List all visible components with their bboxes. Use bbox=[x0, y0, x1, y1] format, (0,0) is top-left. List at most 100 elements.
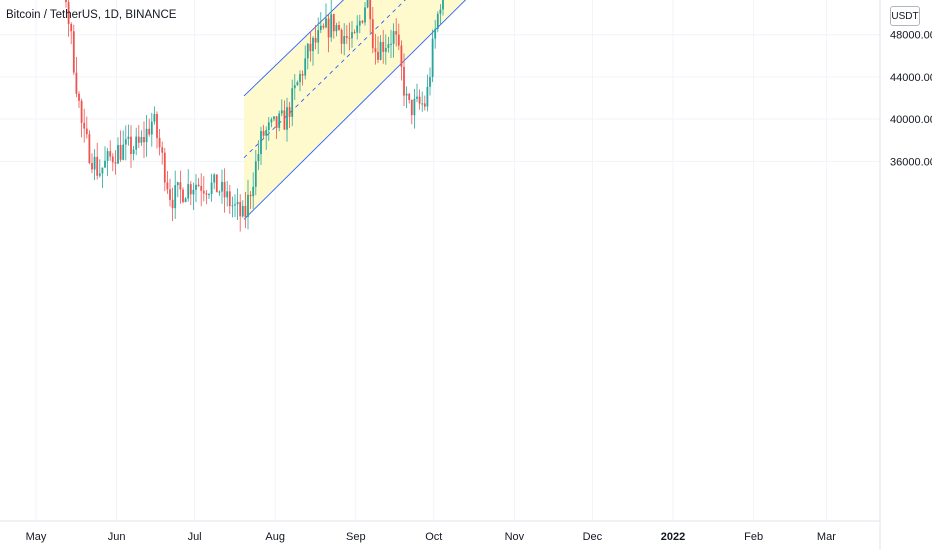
candle bbox=[345, 24, 348, 44]
candle bbox=[202, 176, 205, 202]
candle bbox=[387, 36, 390, 53]
candle bbox=[96, 142, 99, 180]
candle bbox=[72, 24, 75, 76]
candle bbox=[283, 100, 286, 130]
candle bbox=[278, 110, 281, 132]
candle bbox=[85, 116, 88, 139]
candle bbox=[413, 88, 416, 129]
candles bbox=[65, 0, 444, 232]
candle bbox=[429, 67, 431, 96]
channel-drawings bbox=[243, 0, 467, 220]
candle bbox=[205, 190, 208, 205]
x-tick-label: Jun bbox=[108, 531, 126, 543]
candle bbox=[228, 184, 231, 214]
candle bbox=[309, 31, 312, 62]
candle bbox=[265, 126, 268, 150]
candle bbox=[200, 173, 203, 207]
x-tick-label: Dec bbox=[583, 531, 603, 543]
candle bbox=[208, 192, 210, 200]
candle bbox=[343, 23, 346, 56]
currency-button[interactable]: USDT bbox=[890, 6, 920, 26]
candle bbox=[366, 0, 369, 9]
candle bbox=[332, 13, 335, 39]
grid bbox=[0, 0, 880, 521]
candle bbox=[122, 130, 125, 161]
candle bbox=[226, 180, 229, 207]
candle bbox=[335, 22, 338, 37]
price-axis[interactable]: 36000.0040000.0044000.0048000.0052000.00… bbox=[890, 0, 932, 169]
candle bbox=[135, 127, 138, 156]
candle bbox=[109, 140, 112, 161]
main-channel-upper-line bbox=[243, 0, 345, 97]
candle bbox=[442, 0, 444, 16]
candle bbox=[176, 181, 179, 198]
candle bbox=[270, 117, 273, 128]
candle bbox=[130, 125, 132, 168]
candle bbox=[416, 83, 418, 103]
candle bbox=[114, 150, 117, 175]
candle bbox=[98, 159, 101, 178]
candle bbox=[392, 23, 395, 58]
candle bbox=[379, 35, 382, 61]
candle bbox=[174, 170, 177, 219]
candle bbox=[260, 126, 262, 165]
candle bbox=[280, 99, 283, 117]
candle bbox=[163, 147, 166, 192]
candle bbox=[353, 29, 356, 34]
candle bbox=[124, 125, 127, 161]
candle bbox=[434, 19, 437, 49]
candle bbox=[111, 153, 114, 172]
main-channel-lower-line bbox=[243, 0, 467, 220]
candle bbox=[234, 194, 236, 217]
time-axis[interactable]: May Jun Jul Aug Sep Oct Nov Dec 2022 Feb Mar bbox=[26, 531, 837, 543]
candle bbox=[101, 167, 104, 188]
candle bbox=[299, 70, 301, 92]
candle bbox=[179, 170, 182, 204]
candle bbox=[106, 148, 109, 177]
x-tick-label: 2022 bbox=[661, 531, 685, 543]
candle bbox=[161, 141, 164, 165]
candle bbox=[187, 169, 190, 202]
candle bbox=[436, 11, 439, 33]
candle bbox=[338, 21, 340, 31]
candle bbox=[156, 111, 158, 149]
candle bbox=[70, 22, 73, 45]
candle bbox=[247, 179, 249, 230]
candle bbox=[241, 200, 244, 218]
candle bbox=[239, 194, 242, 232]
candle bbox=[426, 74, 429, 112]
candle bbox=[327, 14, 330, 53]
x-tick-label: Sep bbox=[346, 531, 366, 543]
candle bbox=[286, 97, 288, 142]
candle bbox=[348, 22, 351, 51]
candle bbox=[210, 173, 213, 202]
candle bbox=[137, 124, 140, 149]
candle bbox=[80, 98, 83, 138]
candle bbox=[351, 20, 353, 48]
candle bbox=[374, 33, 377, 65]
candle bbox=[244, 191, 247, 229]
candle bbox=[83, 108, 86, 143]
candle bbox=[439, 4, 442, 24]
candle bbox=[369, 0, 372, 33]
candle bbox=[306, 42, 309, 70]
candle bbox=[117, 137, 119, 165]
candle bbox=[371, 7, 374, 54]
candle bbox=[158, 129, 161, 156]
chart-title: Bitcoin / TetherUS, 1D, BINANCE bbox=[6, 9, 177, 21]
candle bbox=[431, 29, 434, 83]
candle bbox=[169, 178, 171, 207]
candle bbox=[301, 70, 304, 86]
candle bbox=[132, 145, 135, 161]
candle bbox=[325, 3, 327, 29]
candle bbox=[356, 15, 359, 40]
candle bbox=[143, 121, 145, 158]
candle bbox=[150, 112, 153, 147]
candle bbox=[119, 130, 122, 162]
candle bbox=[377, 36, 379, 64]
candle bbox=[273, 116, 275, 122]
candle bbox=[317, 17, 320, 54]
candle bbox=[91, 153, 93, 174]
